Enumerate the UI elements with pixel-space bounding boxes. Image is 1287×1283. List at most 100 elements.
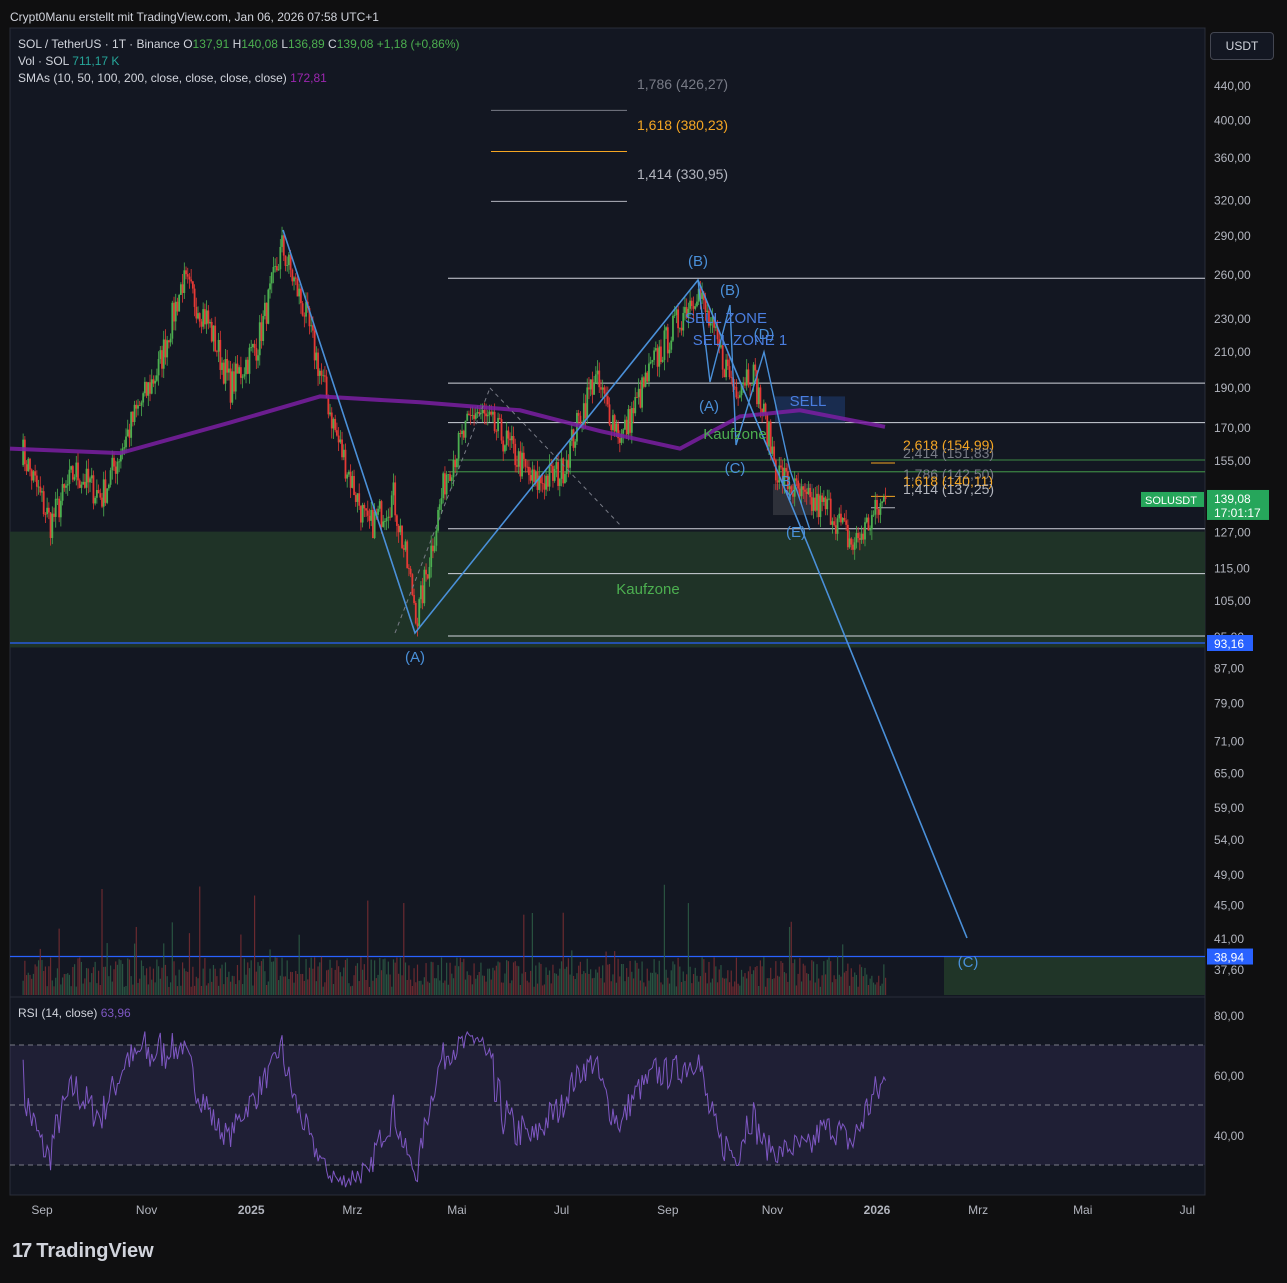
candle-body	[502, 440, 505, 452]
ohlc-low-label: L	[281, 37, 288, 51]
volume-bar	[314, 957, 316, 995]
sma-legend[interactable]: SMAs (10, 50, 100, 200, close, close, cl…	[18, 71, 327, 85]
candle-body	[251, 343, 254, 348]
volume-bar	[197, 978, 199, 995]
candle-body	[58, 498, 61, 518]
volume-bar	[319, 962, 321, 995]
volume-bar	[82, 983, 84, 995]
volume-bar	[37, 960, 40, 995]
candle-body	[492, 411, 494, 415]
volume-bar	[578, 965, 580, 995]
volume-bar	[452, 978, 455, 995]
volume-bar	[322, 986, 324, 995]
volume-bar	[584, 973, 587, 995]
candle-body	[277, 269, 280, 271]
candle-body	[167, 340, 170, 343]
candle-body	[483, 409, 486, 414]
volume-bar	[848, 985, 851, 995]
volume-bar	[533, 986, 535, 995]
volume-bar	[852, 976, 854, 995]
rsi-legend[interactable]: RSI (14, close) 63,96	[18, 1006, 131, 1020]
volume-bar	[596, 972, 599, 995]
candle-body	[685, 307, 688, 318]
sub-wave-line	[697, 279, 811, 531]
candle-body	[629, 409, 632, 433]
time-tick-label: Nov	[762, 1203, 783, 1217]
candle-body	[399, 525, 402, 533]
volume-bar	[778, 976, 780, 995]
volume-bar	[72, 967, 74, 995]
candle-body	[239, 367, 242, 378]
volume-bar	[818, 978, 820, 995]
fib-label: 1,414 (137,25)	[903, 481, 994, 497]
time-tick-label: Mrz	[342, 1203, 362, 1217]
candle-body	[181, 284, 184, 293]
volume-bar	[127, 958, 129, 995]
level-price-text: 38,94	[1214, 951, 1244, 965]
candle-body	[396, 515, 398, 526]
candle-body	[836, 518, 839, 534]
volume-bar	[278, 980, 280, 995]
volume-bar	[482, 975, 484, 995]
symbol-legend[interactable]: SOL / TetherUS · 1T · Binance O137,91 H1…	[18, 37, 460, 51]
candle-body	[269, 283, 271, 290]
ohlc-close-label: C	[328, 37, 337, 51]
volume-bar	[507, 961, 509, 995]
candle-body	[485, 413, 487, 417]
volume-bar	[226, 977, 228, 995]
candle-body	[526, 466, 529, 468]
volume-bar	[552, 964, 554, 995]
volume-bar	[404, 962, 407, 995]
candle-body	[157, 358, 160, 376]
candle-body	[824, 497, 827, 510]
tradingview-logo[interactable]: 17 TradingView	[12, 1240, 154, 1263]
volume-bar	[274, 957, 276, 995]
volume-bar	[495, 965, 497, 995]
volume-bar	[735, 957, 738, 995]
candle-body	[66, 483, 69, 486]
volume-bar	[242, 984, 244, 995]
volume-bar	[355, 965, 357, 995]
candle-body	[569, 440, 571, 468]
candle-body	[185, 270, 187, 275]
candle-body	[454, 460, 457, 468]
volume-bar	[259, 965, 261, 995]
candle-body	[761, 408, 764, 413]
candle-body	[360, 505, 362, 523]
volume-bar	[833, 975, 835, 995]
volume-bar	[488, 968, 491, 995]
volume-bar	[785, 973, 787, 995]
candle-body	[557, 462, 559, 486]
volume-bar	[341, 976, 343, 995]
time-tick-label: 2025	[238, 1203, 265, 1217]
volume-bar	[159, 978, 161, 995]
volume-bar	[49, 957, 52, 995]
candle-body	[517, 451, 520, 467]
candle-body	[553, 468, 556, 481]
candle-body	[178, 294, 181, 312]
candle-body	[742, 382, 745, 385]
candle-body	[586, 387, 589, 419]
volume-bar	[840, 976, 842, 995]
volume-bar	[394, 962, 396, 995]
volume-bar	[307, 979, 309, 995]
currency-selector[interactable]: USDT	[1210, 32, 1274, 60]
volume-bar	[180, 985, 182, 995]
volume-bar	[58, 928, 60, 995]
volume-bar	[288, 979, 290, 995]
volume-bar	[77, 958, 79, 995]
volume-bar	[754, 967, 756, 995]
candle-body	[726, 359, 729, 367]
price-tick-label: 320,00	[1214, 193, 1251, 207]
fib-label: 1,786 (142,50)	[903, 466, 994, 482]
candle-body	[810, 497, 813, 511]
volume-bar	[464, 979, 467, 995]
candle-body	[344, 449, 347, 479]
candle-body	[661, 359, 664, 362]
volume-bar	[254, 895, 256, 995]
candle-body	[61, 484, 64, 501]
candle-body	[300, 288, 302, 304]
candle-body	[229, 368, 232, 403]
volume-legend[interactable]: Vol · SOL 711,17 K	[18, 54, 119, 68]
